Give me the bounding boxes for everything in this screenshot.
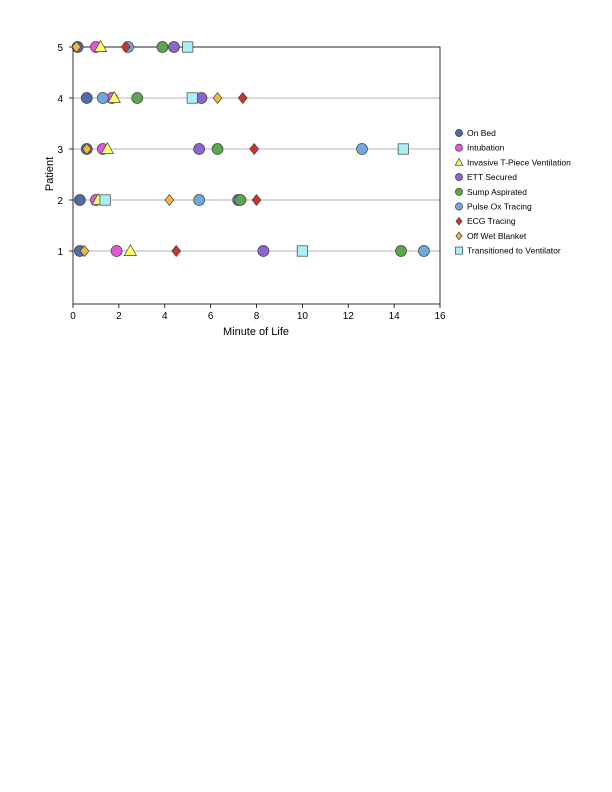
data-point-intubation-patient-1	[110, 245, 123, 257]
data-point-pulse-ox-tracing-patient-1	[418, 245, 430, 257]
data-point-ecg-tracing-patient-5	[120, 40, 131, 54]
legend-label-sump-aspirated: Sump Aspirated	[467, 187, 527, 197]
data-point-transitioned-to-ventilator-patient-1	[296, 245, 308, 257]
data-markers	[71, 39, 430, 258]
data-point-sump-aspirated-patient-5	[156, 41, 169, 53]
x-tick-label: 14	[389, 311, 401, 322]
legend-label-on-bed: On Bed	[467, 128, 496, 138]
legend-label-invasive-t-piece-ventilation: Invasive T-Piece Ventilation	[467, 157, 571, 167]
legend-label-pulse-ox-tracing: Pulse Ox Tracing	[467, 202, 532, 212]
y-tick-label: 2	[57, 196, 63, 207]
legend-label-ett-secured: ETT Secured	[467, 172, 517, 182]
legend: On Bed Intubation Invasive T-Piece Ventila…	[454, 128, 571, 256]
data-point-pulse-ox-tracing-patient-4	[96, 92, 109, 104]
data-point-off-wet-blanket-patient-4	[212, 91, 223, 105]
data-point-ecg-tracing-patient-3	[249, 142, 260, 156]
legend-marker-ecg-tracing	[455, 216, 463, 226]
legend-marker-transitioned-to-ventilator	[455, 246, 463, 255]
y-tick-label: 4	[57, 94, 63, 105]
data-point-transitioned-to-ventilator-patient-4	[186, 92, 198, 104]
data-point-off-wet-blanket-patient-3	[81, 142, 92, 156]
data-point-sump-aspirated-patient-2	[234, 194, 247, 206]
data-point-invasive-t-piece-ventilation-patient-3	[100, 141, 115, 154]
data-point-invasive-t-piece-ventilation-patient-4	[107, 90, 121, 103]
y-axis-label: Patient	[44, 157, 56, 191]
legend-marker-on-bed	[455, 129, 463, 137]
data-point-transitioned-to-ventilator-patient-2	[99, 194, 111, 206]
data-point-ecg-tracing-patient-4	[237, 91, 248, 105]
legend-marker-intubation	[455, 143, 463, 152]
x-tick-label: 16	[434, 311, 446, 322]
x-tick-label: 8	[254, 311, 260, 322]
legend-label-ecg-tracing: ECG Tracing	[467, 216, 516, 226]
x-tick-label: 0	[70, 311, 76, 322]
data-point-ett-secured-patient-3	[193, 143, 206, 155]
data-point-sump-aspirated-patient-3	[211, 143, 224, 155]
legend-marker-sump-aspirated	[455, 187, 463, 196]
data-point-off-wet-blanket-patient-5	[71, 40, 82, 54]
x-tick-label: 2	[116, 311, 122, 322]
data-point-ecg-tracing-patient-2	[251, 193, 262, 207]
data-point-sump-aspirated-patient-1	[395, 245, 407, 257]
data-point-ett-secured-patient-1	[257, 245, 270, 257]
x-axis-label: Minute of Life	[223, 326, 289, 338]
data-point-transitioned-to-ventilator-patient-5	[182, 41, 194, 53]
data-point-on-bed-patient-4	[80, 92, 93, 104]
legend-marker-off-wet-blanket	[455, 231, 463, 241]
x-tick-label: 10	[297, 311, 309, 322]
legend-marker-pulse-ox-tracing	[455, 202, 463, 211]
legend-label-intubation: Intubation	[467, 143, 505, 153]
x-tick-label: 4	[162, 311, 168, 322]
y-tick-label: 1	[57, 247, 63, 258]
data-point-invasive-t-piece-ventilation-patient-5	[93, 39, 108, 52]
data-point-pulse-ox-tracing-patient-2	[193, 194, 206, 206]
y-tick-label: 5	[57, 43, 63, 54]
data-point-off-wet-blanket-patient-2	[164, 193, 175, 207]
legend-marker-ett-secured	[455, 173, 463, 182]
y-tick-label: 3	[57, 145, 63, 156]
legend-marker-invasive-t-piece-ventilation	[454, 157, 464, 166]
x-tick-label: 6	[208, 311, 214, 322]
data-point-transitioned-to-ventilator-patient-3	[397, 143, 409, 155]
data-point-sump-aspirated-patient-4	[131, 92, 144, 104]
data-point-pulse-ox-tracing-patient-3	[356, 143, 368, 155]
data-point-ecg-tracing-patient-1	[171, 244, 182, 258]
legend-label-off-wet-blanket: Off Wet Blanket	[467, 231, 527, 241]
legend-label-transitioned-to-ventilator: Transitioned to Ventilator	[467, 246, 561, 256]
data-point-off-wet-blanket-patient-1	[79, 244, 90, 258]
x-axis-ticks: 0 2 4 6 8 10 12 14 16	[70, 304, 446, 322]
data-point-invasive-t-piece-ventilation-patient-1	[123, 243, 138, 256]
x-tick-label: 12	[343, 311, 355, 322]
data-point-ett-secured-patient-5	[168, 41, 180, 53]
data-point-on-bed-patient-2	[74, 194, 86, 206]
